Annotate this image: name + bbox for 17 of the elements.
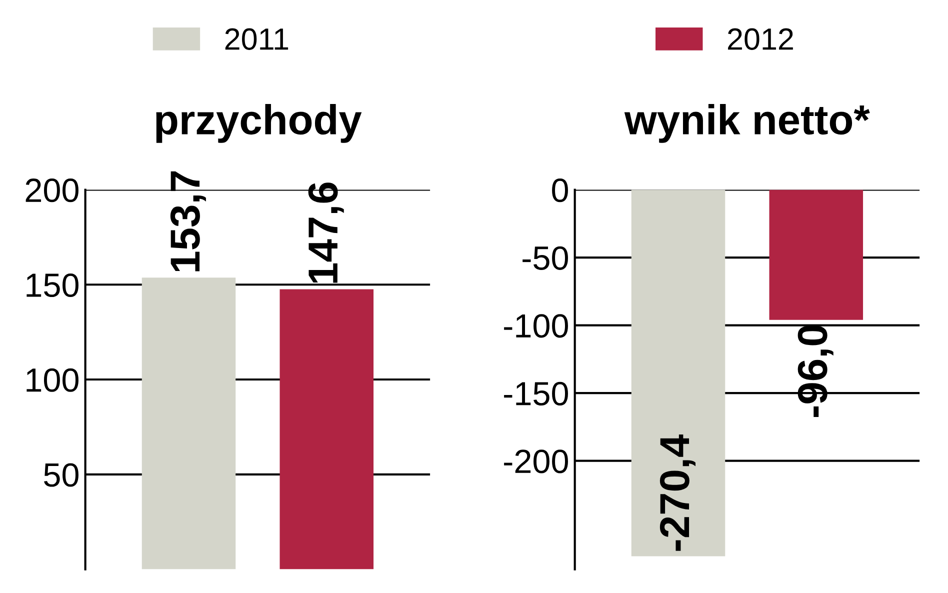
y-tick-label: -150 [504,382,568,406]
y-tick-label: 200 [26,178,78,202]
y-tick-label: 100 [26,368,78,392]
y-tick-label: 50 [44,463,78,487]
y-tick-label: 0 [552,178,568,202]
y-tick-label: -100 [504,314,568,338]
y-tick-label: 150 [26,273,78,298]
legend-label: 2011 [225,28,288,50]
legend-label: 2012 [728,28,793,50]
data-label: -96,0 [798,325,834,418]
data-label: 147,6 [308,182,344,283]
chart-title: przychody [156,104,362,143]
y-tick-label: -50 [522,246,568,270]
data-label: -270,4 [660,434,696,551]
chart-title: wynik netto* [624,104,870,143]
y-tick-label: -200 [504,450,568,474]
data-label: 153,7 [170,171,206,272]
